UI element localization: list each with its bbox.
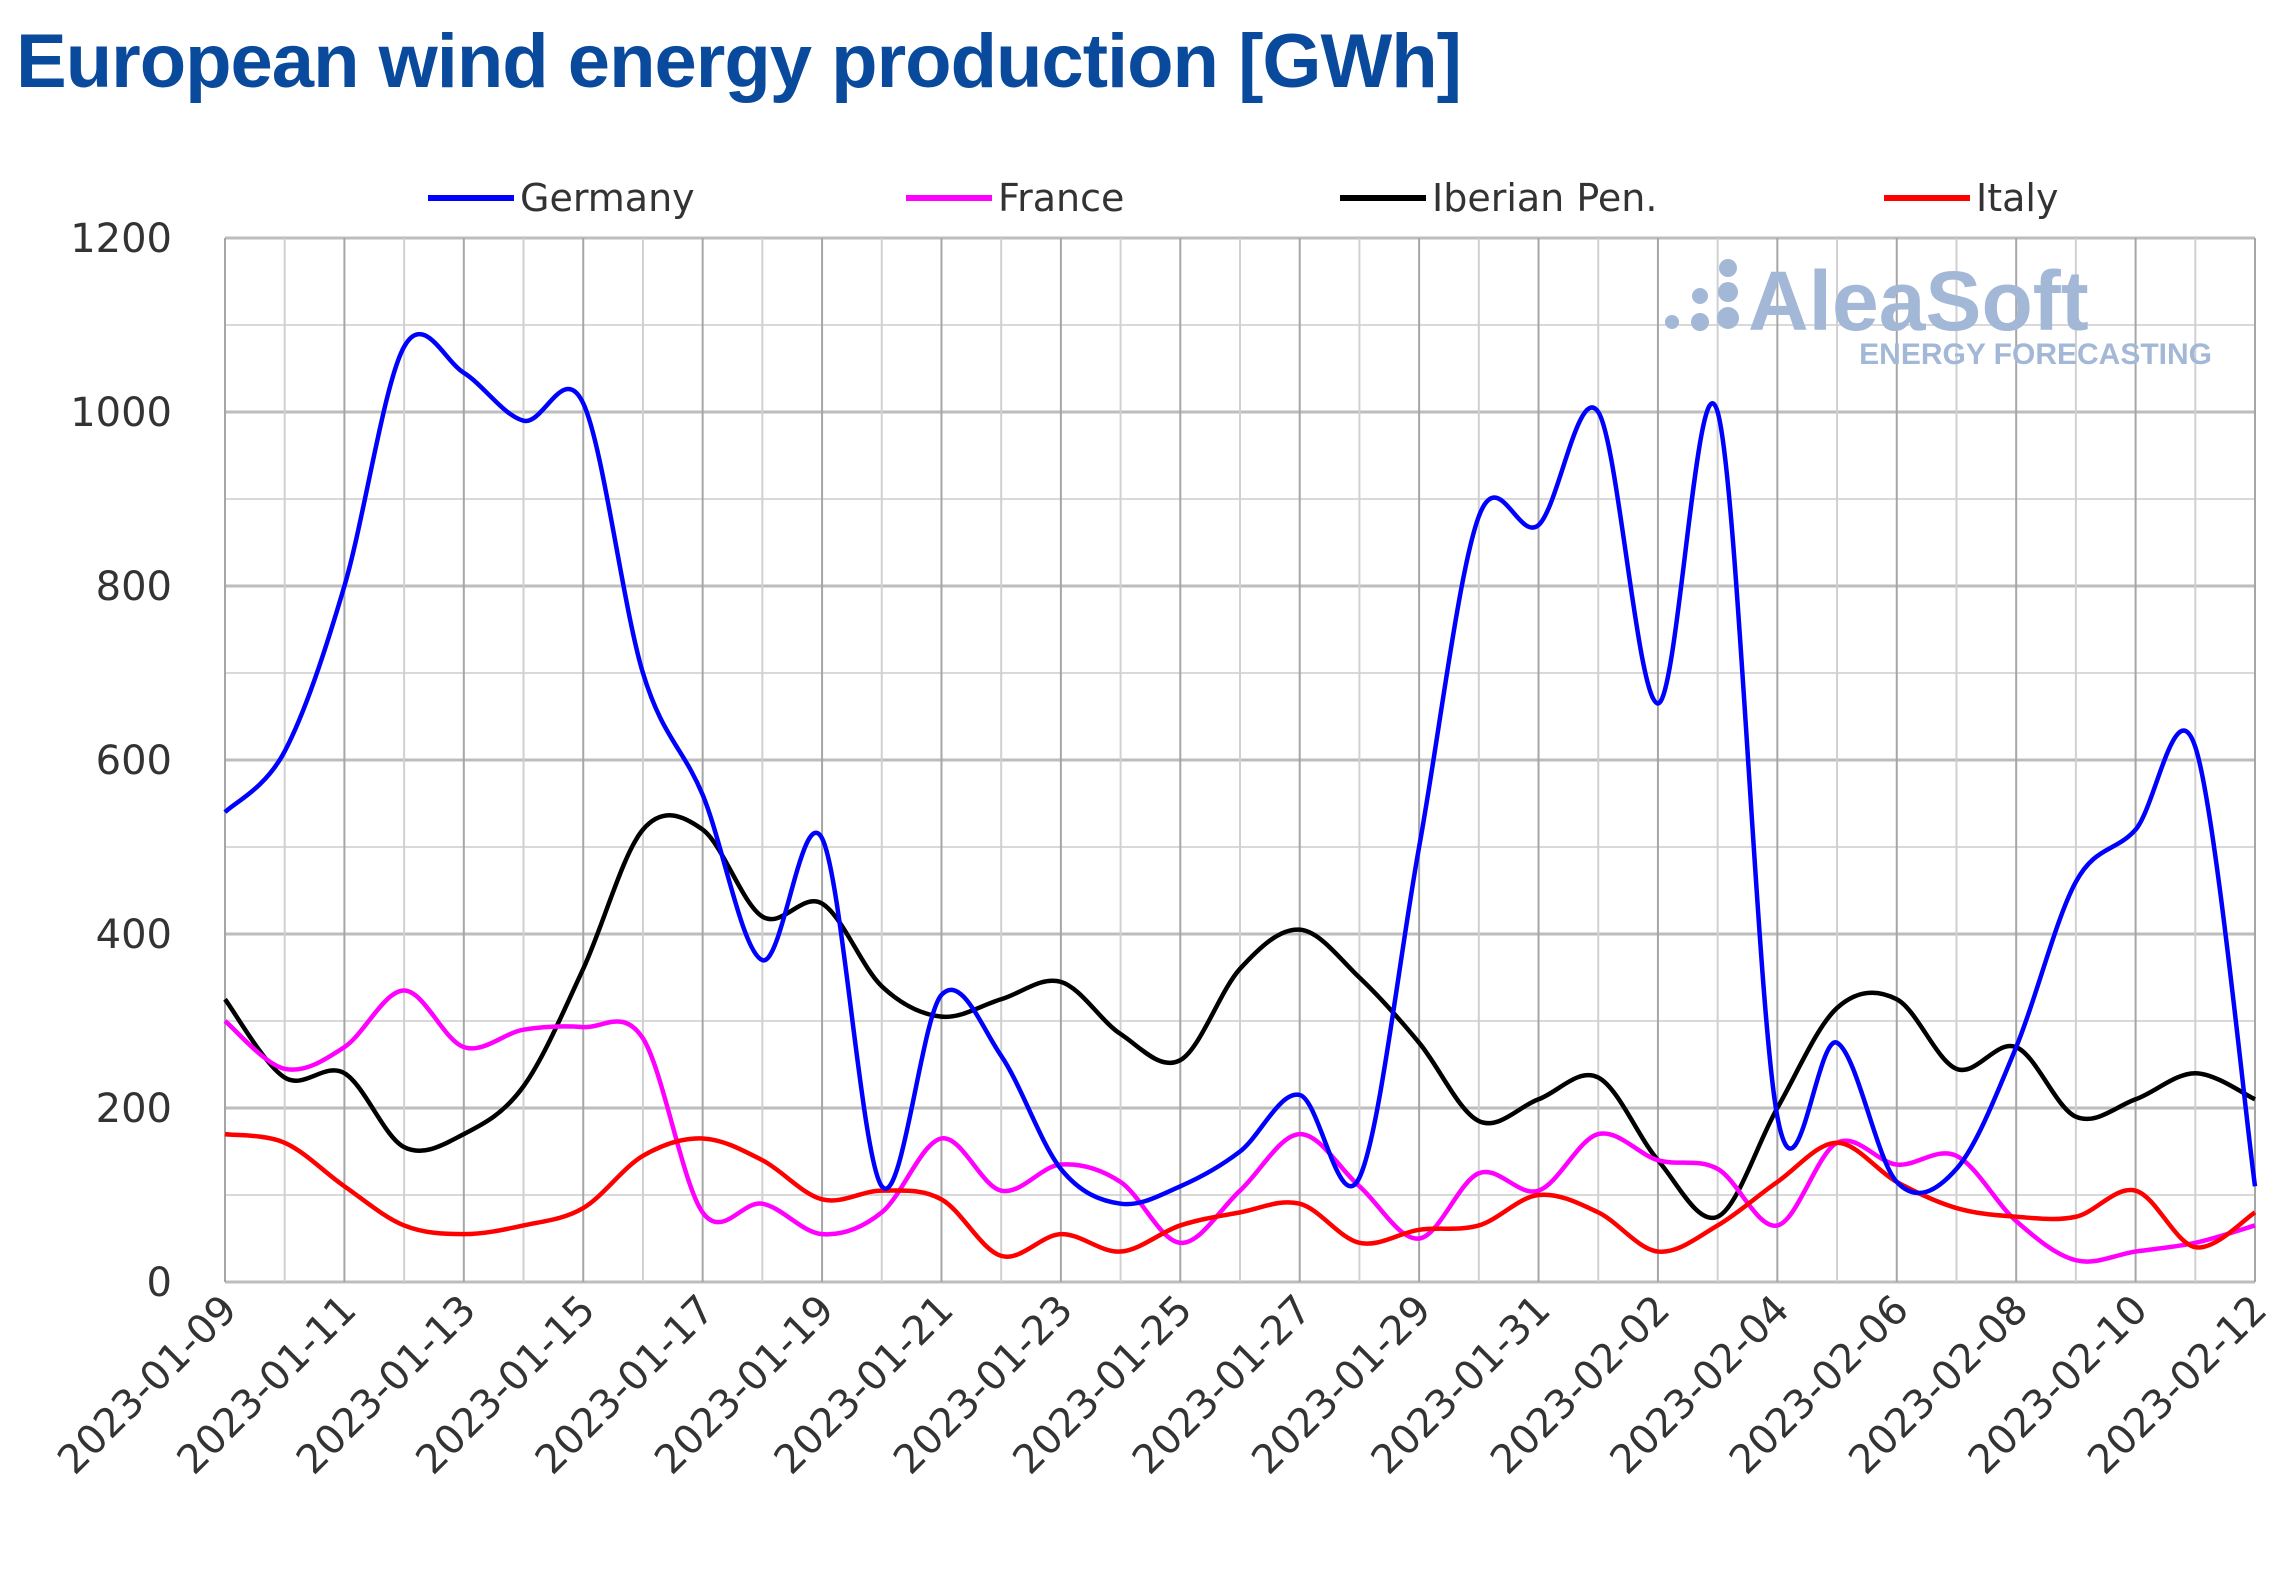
chart-title: European wind energy production [GWh] [16,19,1462,104]
y-tick-label: 1200 [70,216,172,262]
logo-dot [1718,282,1738,302]
legend-label: France [998,176,1124,220]
y-tick-label: 0 [147,1260,172,1306]
y-tick-label: 600 [96,738,172,784]
series-line-germany [223,331,2258,1207]
series-line-iberian-pen- [223,813,2256,1221]
logo-tagline: ENERGY FORECASTING [1859,338,2212,371]
y-tick-label: 800 [96,564,172,610]
logo-dot [1691,313,1709,331]
logo-dot [1719,259,1737,277]
logo-dot [1665,315,1679,329]
legend-label: Germany [520,176,695,220]
y-tick-label: 1000 [70,390,172,436]
logo-brand: AleaSoft [1748,254,2089,348]
legend-label: Italy [1976,176,2058,220]
logo-dot [1692,288,1708,304]
logo-dot [1717,307,1739,329]
y-tick-label: 400 [96,912,172,958]
legend-label: Iberian Pen. [1432,176,1657,220]
series-line-france [223,988,2256,1264]
y-tick-label: 200 [96,1086,172,1132]
